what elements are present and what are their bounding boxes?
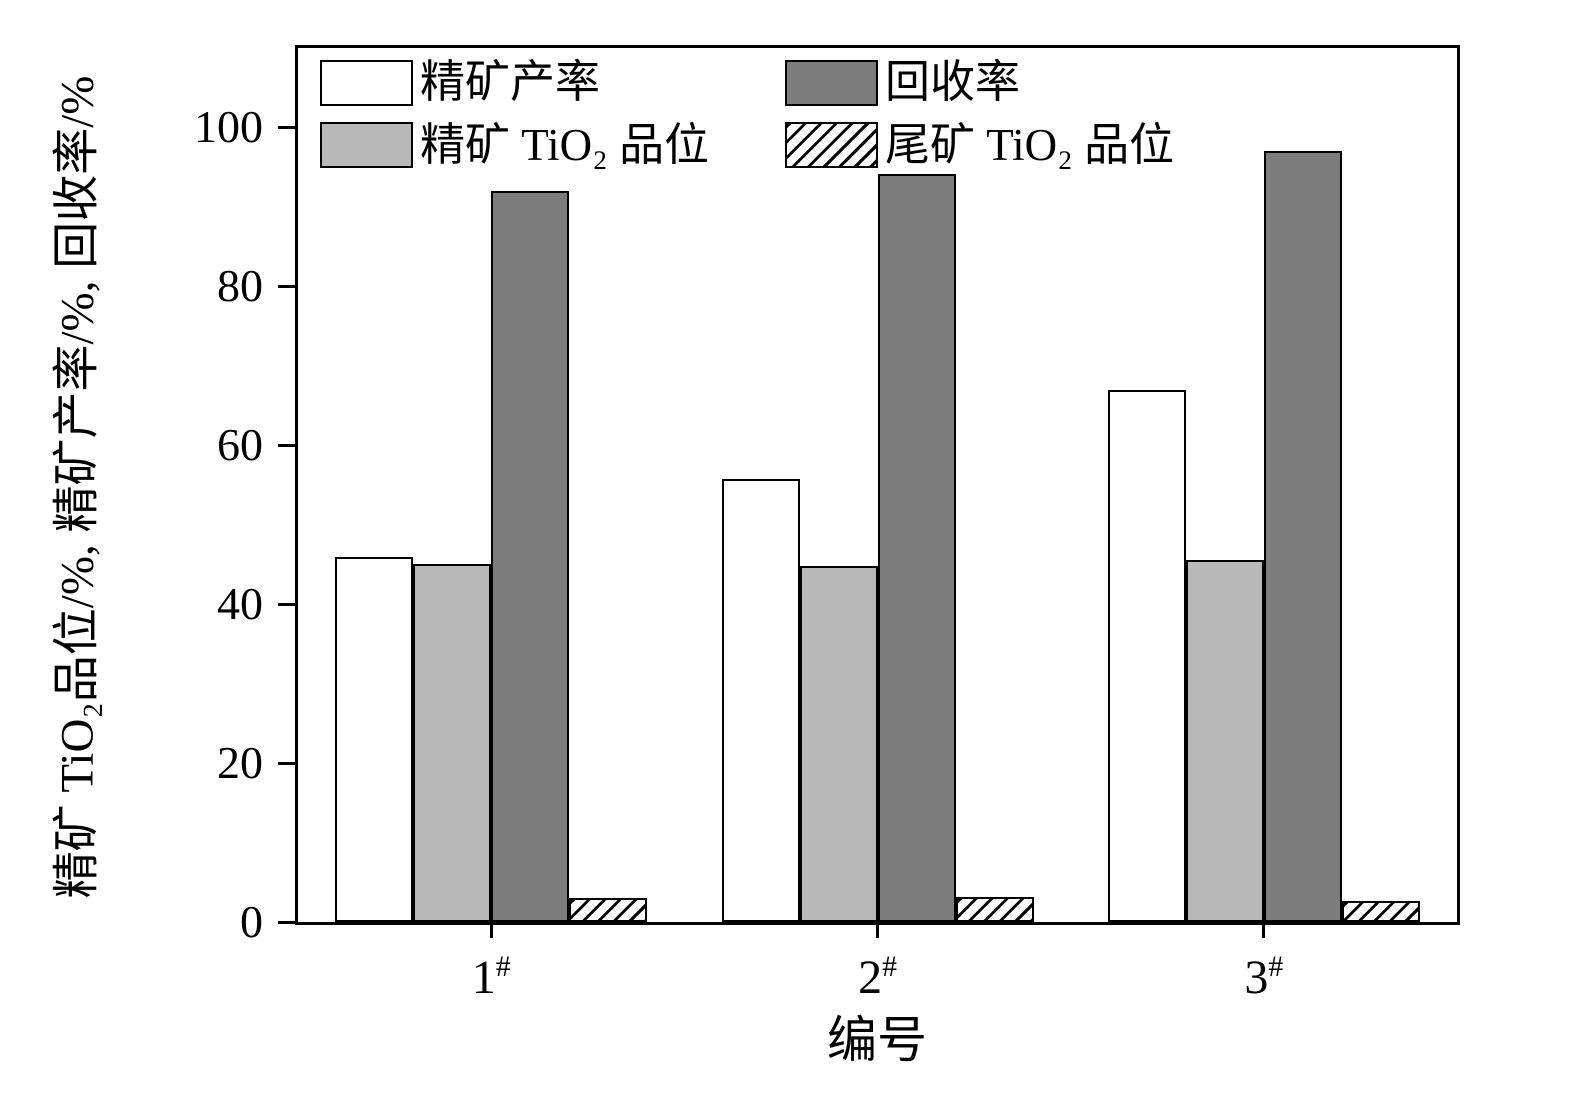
x-tick-mark	[1262, 922, 1266, 938]
y-tick-mark	[278, 284, 295, 288]
y-tick-mark	[278, 761, 295, 765]
y-tick-label: 0	[240, 896, 263, 947]
legend-label: 精矿 TiO₂ 品位	[420, 119, 710, 170]
x-axis-label: 编号	[827, 1012, 927, 1068]
x-tick-mark	[489, 922, 493, 938]
legend-swatch-white	[320, 59, 413, 106]
y-axis-label: 精矿 TiO₂品位/%, 精矿产率/%, 回收率/%	[51, 75, 104, 899]
y-tick-mark	[278, 125, 295, 129]
legend-label: 精矿产率	[420, 57, 601, 107]
y-tick-mark	[278, 602, 295, 606]
x-tick-label: 2#	[858, 950, 897, 1004]
bar-lightgray-group3	[1185, 560, 1264, 922]
bar-lightgray-group1	[413, 564, 492, 922]
bar-hatched-group2	[955, 896, 1034, 922]
x-tick-mark	[876, 922, 879, 938]
bar-white-group3	[1107, 389, 1186, 922]
legend-swatch-lightgray	[320, 122, 413, 169]
y-tick-label: 40	[217, 578, 263, 630]
bar-hatched-group3	[1341, 901, 1420, 922]
legend-label: 回收率	[885, 57, 1021, 107]
y-tick-mark	[278, 920, 295, 924]
legend: 精矿产率 回收率精矿 TiO₂ 品位 尾矿 TiO₂ 品位	[320, 57, 1175, 171]
legend-item: 精矿 TiO₂ 品位	[320, 119, 785, 171]
y-tick-label: 20	[217, 737, 263, 789]
y-tick-label: 100	[194, 101, 263, 153]
bar-hatched-group1	[569, 898, 648, 922]
y-tick-label: 60	[217, 419, 263, 471]
bar-darkgray-group3	[1263, 151, 1342, 922]
legend-item: 尾矿 TiO₂ 品位	[785, 119, 1175, 171]
plot-area: 精矿产率 回收率精矿 TiO₂ 品位 尾矿 TiO₂ 品位 0 20 40 60 80 100…	[194, 45, 1460, 1002]
x-tick-label: 1#	[471, 950, 511, 1004]
legend-swatch-darkgray	[785, 59, 878, 106]
bar-lightgray-group2	[799, 566, 878, 922]
legend-item: 回收率	[785, 57, 1174, 108]
bar-darkgray-group1	[491, 191, 570, 922]
bar-white-group2	[721, 478, 800, 922]
bar-white-group1	[335, 556, 414, 922]
x-tick-label: 3#	[1244, 950, 1284, 1004]
legend-label: 尾矿 TiO₂ 品位	[885, 119, 1175, 170]
y-tick-label: 80	[217, 260, 263, 312]
legend-swatch-hatched	[785, 122, 878, 169]
y-tick-mark	[278, 443, 295, 447]
legend-item: 精矿产率	[320, 57, 785, 108]
bar-darkgray-group2	[877, 173, 956, 922]
